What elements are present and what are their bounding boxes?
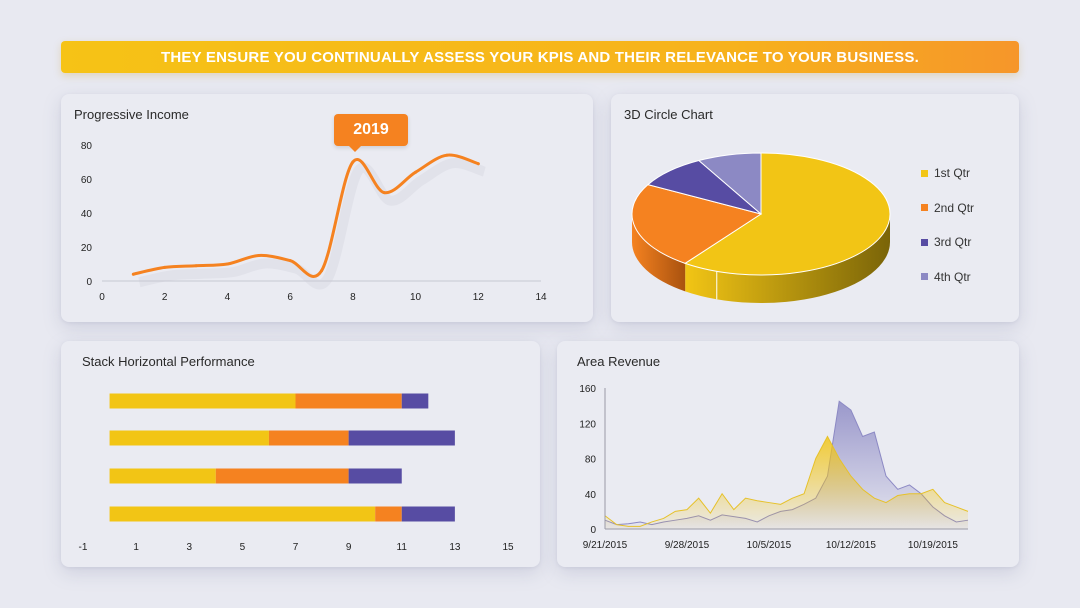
x-tick-label: 14 — [535, 292, 547, 303]
stack-title: Stack Horizontal Performance — [82, 354, 255, 369]
x-tick-label: 7 — [293, 542, 299, 553]
x-tick-label: 15 — [502, 542, 514, 553]
x-tick-label: 2 — [162, 292, 168, 303]
pie-slice — [631, 184, 763, 264]
x-tick-label: 0 — [99, 292, 105, 303]
data-point — [163, 265, 167, 269]
legend-label: 3rd Qtr — [934, 235, 972, 250]
x-tick-label: 3 — [186, 542, 192, 553]
stack-card: Stack Horizontal Performance — [61, 341, 540, 567]
line-shadow — [138, 158, 486, 290]
legend-item: 4th Qtr — [921, 260, 974, 295]
x-tick-label: 12 — [473, 292, 485, 303]
pie-title: 3D Circle Chart — [624, 107, 713, 122]
data-point — [131, 272, 135, 276]
stack-segment — [109, 506, 376, 522]
legend-item: 3rd Qtr — [921, 225, 974, 260]
y-tick-label: 80 — [81, 141, 93, 152]
legend-swatch — [921, 273, 928, 281]
pie-legend: 1st Qtr 2nd Qtr 3rd Qtr 4th Qtr — [921, 156, 974, 294]
x-tick-label: 9/28/2015 — [665, 540, 710, 551]
x-tick-label: 5 — [240, 542, 246, 553]
legend-swatch — [921, 204, 928, 212]
income-card: Progressive Income — [61, 94, 593, 322]
pie-side — [632, 214, 686, 292]
stack-segment — [401, 506, 455, 522]
legend-swatch — [921, 238, 928, 246]
x-tick-label: 10 — [410, 292, 422, 303]
data-point — [445, 153, 449, 157]
y-tick-label: 160 — [579, 384, 596, 395]
legend-item: 1st Qtr — [921, 156, 974, 191]
stack-segment — [295, 393, 402, 409]
x-tick-label: 1 — [133, 542, 139, 553]
data-point — [414, 170, 418, 174]
data-point — [288, 259, 292, 263]
stack-segment — [348, 430, 455, 446]
income-title: Progressive Income — [74, 107, 189, 122]
stack-segment — [268, 430, 349, 446]
legend-swatch — [921, 169, 928, 177]
y-tick-label: 0 — [86, 277, 92, 288]
x-tick-label: 9/21/2015 — [583, 540, 628, 551]
y-tick-label: 120 — [579, 419, 596, 430]
data-point — [382, 191, 386, 195]
pie-slice — [684, 152, 891, 276]
data-point — [351, 160, 355, 164]
x-tick-label: 6 — [287, 292, 293, 303]
stack-segment — [109, 468, 216, 484]
x-tick-label: 4 — [225, 292, 231, 303]
stack-segment — [375, 506, 402, 522]
pie-slice — [697, 152, 762, 216]
data-point — [320, 269, 323, 273]
pie-side — [685, 214, 890, 303]
data-point — [476, 162, 480, 166]
legend-label: 4th Qtr — [934, 269, 971, 284]
x-tick-label: 10/19/2015 — [908, 540, 958, 551]
legend-item: 2nd Qtr — [921, 191, 974, 226]
year-callout: 2019 — [334, 114, 408, 152]
area-fill — [605, 436, 968, 529]
y-tick-label: 60 — [81, 175, 93, 186]
x-tick-label: 8 — [350, 292, 356, 303]
data-point — [225, 262, 229, 266]
data-point — [194, 264, 198, 268]
area-line — [604, 435, 969, 527]
y-tick-label: 40 — [585, 490, 597, 501]
x-tick-label: -1 — [79, 542, 88, 553]
y-tick-label: 80 — [585, 455, 597, 466]
stack-segment — [348, 468, 402, 484]
stack-segment — [401, 393, 429, 409]
area-fill — [605, 401, 968, 529]
y-tick-label: 20 — [81, 243, 93, 254]
y-tick-label: 40 — [81, 209, 93, 220]
legend-label: 2nd Qtr — [934, 200, 975, 215]
x-tick-label: 10/5/2015 — [747, 540, 792, 551]
y-tick-label: 0 — [590, 525, 596, 536]
stack-segment — [109, 430, 269, 446]
header-banner: THEY ENSURE YOU CONTINUALLY ASSESS YOUR … — [61, 41, 1019, 73]
x-tick-label: 10/12/2015 — [826, 540, 876, 551]
data-point — [257, 254, 261, 257]
stack-segment — [215, 468, 349, 484]
x-tick-label: 9 — [346, 542, 352, 553]
x-tick-label: 13 — [449, 542, 461, 553]
legend-label: 1st Qtr — [934, 166, 971, 181]
x-tick-label: 11 — [397, 542, 408, 553]
area-title: Area Revenue — [577, 354, 661, 369]
stack-segment — [109, 393, 296, 409]
